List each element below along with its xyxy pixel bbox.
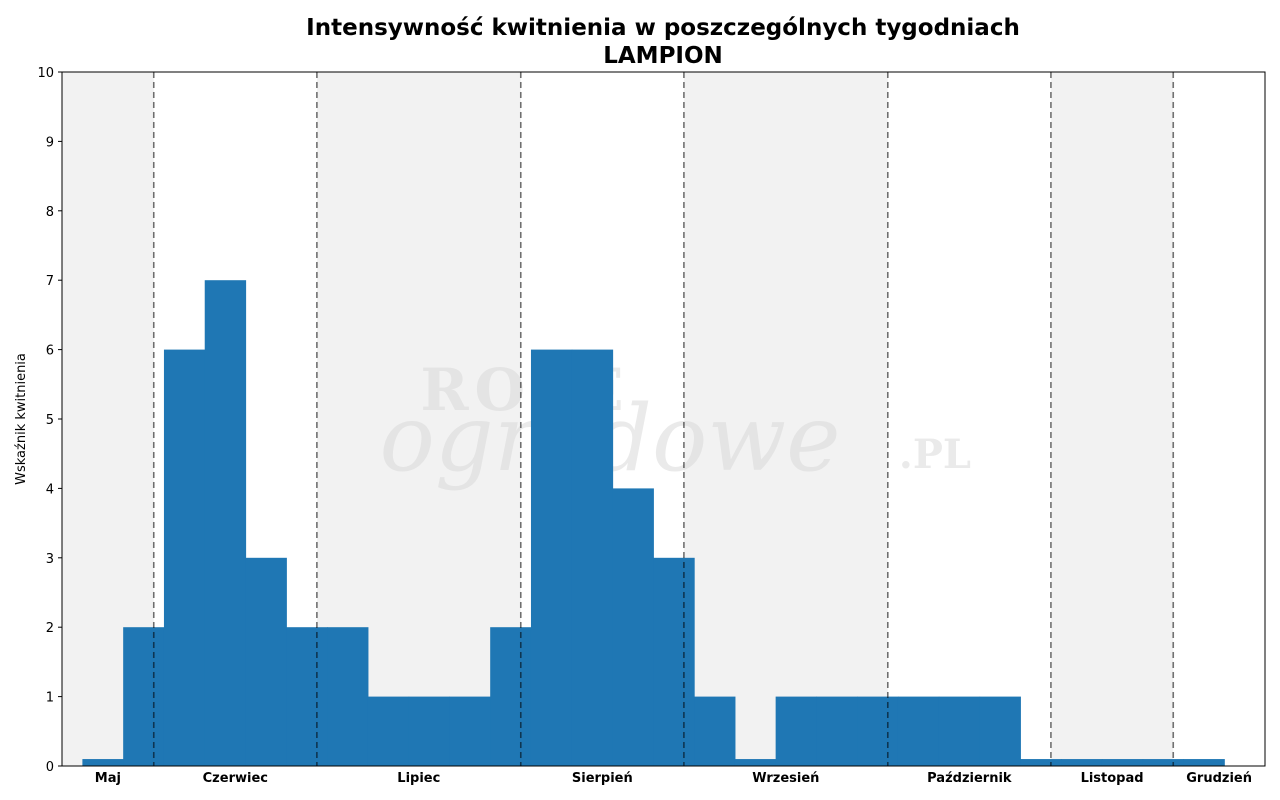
y-tick-label: 5 [46,413,54,428]
bar [1020,759,1062,766]
y-tick-label: 1 [46,691,54,706]
month-dividers [152,72,1175,766]
month-label: Lipiec [397,771,440,786]
bar [979,696,1021,766]
y-tick-label: 2 [46,621,54,636]
month-bands [62,72,1174,766]
month-label: Maj [95,771,121,786]
bar [163,349,206,766]
y-tick-label: 3 [46,552,54,567]
y-tick-label: 10 [37,66,54,81]
bar [245,557,287,766]
month-band [1050,72,1174,766]
bar [775,696,818,766]
chart-subtitle: LAMPION [603,43,723,69]
bar [1101,759,1144,766]
bar [653,557,695,766]
bars [82,280,1225,766]
bar [897,696,940,766]
bar [82,759,124,766]
bar [286,627,328,766]
bar [1183,759,1225,766]
month-label: Listopad [1081,771,1144,786]
y-tick-label: 4 [46,482,54,497]
month-label: Grudzień [1186,771,1252,786]
bar [530,349,573,766]
bar [694,696,736,766]
y-tick-label: 8 [46,205,54,220]
bar [571,349,614,766]
month-labels: Maj Czerwiec Lipiec Sierpień Wrzesień Paździe… [95,771,1252,786]
bar [612,488,654,766]
y-tick-label: 6 [46,344,54,359]
y-tick-label: 9 [46,135,54,150]
bar [1061,759,1103,766]
watermark-text-pl: .PL [899,431,971,478]
y-ticks: 0 1 2 3 4 5 6 7 8 9 10 [37,66,62,775]
bar [734,759,777,766]
bar [449,696,491,766]
chart-title: Intensywność kwitnienia w poszczególnych… [306,15,1020,41]
y-axis-label: Wskaźnik kwitnienia [14,353,29,485]
month-label: Czerwiec [203,771,268,786]
y-tick-label: 7 [46,274,54,289]
bar [123,627,165,766]
bar [408,696,451,766]
month-band [683,72,888,766]
bar [327,627,369,766]
bar [367,696,410,766]
bar [204,280,247,766]
bar [938,696,981,766]
month-label: Październik [927,771,1012,786]
y-tick-label: 0 [46,760,54,775]
month-label: Wrzesień [752,771,819,786]
bar [490,627,532,766]
bar [816,696,858,766]
bar [857,696,899,766]
month-label: Sierpień [572,771,633,786]
bar [1142,759,1185,766]
